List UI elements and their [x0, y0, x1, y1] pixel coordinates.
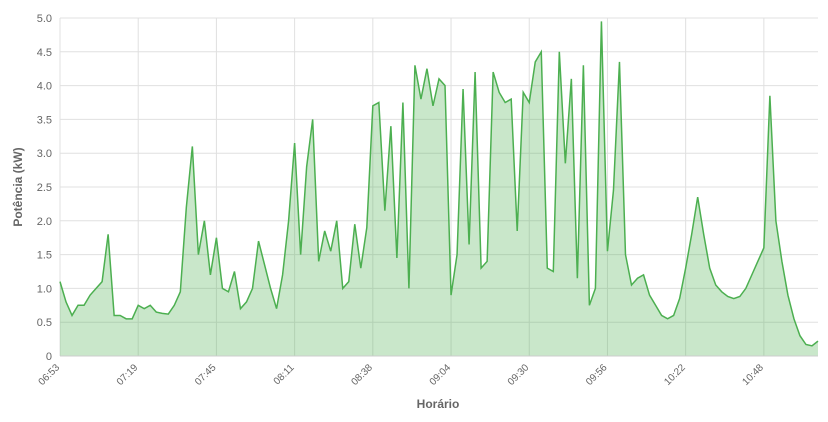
y-tick-label: 3.5	[37, 114, 52, 126]
x-tick-label: 09:04	[428, 362, 454, 388]
x-tick-label: 07:45	[193, 362, 219, 388]
x-tick-label: 08:11	[272, 362, 297, 387]
y-tick-label: 4.0	[37, 81, 52, 93]
y-tick-label: 1.0	[37, 283, 52, 295]
y-tick-label: 3.0	[37, 148, 52, 160]
y-tick-label: 2.0	[37, 216, 52, 228]
y-tick-label: 0	[46, 351, 52, 363]
x-tick-label: 09:30	[506, 362, 532, 388]
line	[59, 21, 819, 347]
x-tick-label: 08:38	[349, 362, 375, 388]
x-tick-label: 06:53	[37, 362, 63, 388]
x-axis-title: Horário	[417, 397, 460, 411]
y-tick-label: 5.0	[37, 13, 52, 25]
y-tick-label: 1.5	[37, 250, 52, 262]
y-tick-label: 4.5	[37, 47, 52, 59]
x-tick-label: 10:48	[741, 362, 767, 388]
x-tick-label: 07:19	[115, 362, 141, 388]
x-tick-label: 10:22	[662, 362, 688, 388]
x-tick-label: 09:56	[584, 362, 610, 388]
y-tick-label: 0.5	[37, 317, 52, 329]
y-tick-label: 2.5	[37, 182, 52, 194]
y-axis-title: Potência (kW)	[11, 147, 25, 226]
